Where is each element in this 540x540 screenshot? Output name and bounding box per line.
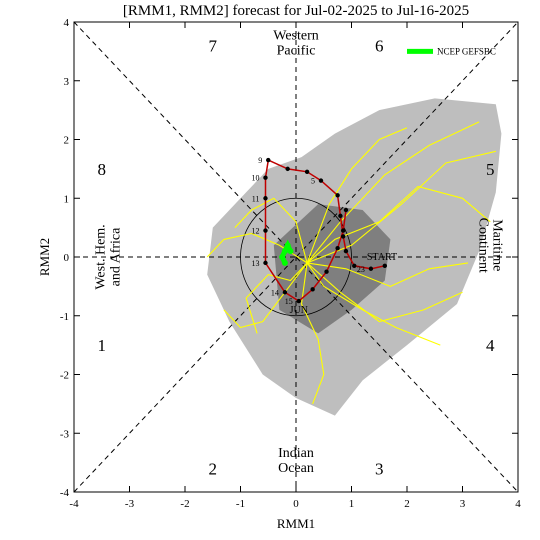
observed-track-point [352, 263, 357, 269]
observed-track-point [296, 298, 301, 304]
observed-track-point [340, 228, 346, 233]
observed-day-label: 10 [251, 174, 259, 183]
region-label-left-line2: and Africa [109, 227, 124, 286]
ensemble-member-12 [245, 262, 308, 334]
region-label-left-line1: West. Hem. [94, 224, 109, 289]
legend-label: NCEP GEFSBC [437, 46, 496, 56]
ensemble-mean-point [279, 254, 286, 260]
region-label-bottom-line1: Indian [278, 446, 314, 461]
ensemble-member-9 [306, 127, 408, 264]
observed-track-point [318, 178, 324, 183]
ensemble-member-11 [306, 262, 463, 323]
observed-track-point [340, 234, 346, 239]
ensemble-member-5 [300, 262, 325, 405]
observed-track-point [338, 213, 343, 219]
observed-day-label: 14 [271, 288, 279, 297]
region-label-top-line2: Pacific [277, 44, 316, 59]
observed-day-label: 23 [357, 265, 365, 274]
observed-day-label: 15 [285, 297, 293, 306]
observed-track-point [263, 260, 268, 266]
observed-track-point [304, 169, 310, 175]
y-tick-label: 0 [64, 252, 70, 264]
ensemble-member-1 [306, 121, 480, 264]
y-tick-label: -1 [60, 311, 69, 323]
observed-day-label: 13 [251, 259, 259, 268]
observed-track-point [343, 207, 349, 213]
chart-title: [RMM1, RMM2] forecast for Jul-02-2025 to… [123, 3, 469, 19]
inner-spread-area [273, 204, 391, 334]
observed-track-point [285, 166, 290, 172]
y-tick-label: 4 [64, 17, 70, 29]
y-tick-label: -2 [60, 370, 69, 382]
observed-track-point [335, 245, 340, 251]
x-tick-label: -3 [125, 498, 135, 510]
observed-track-point [343, 248, 349, 254]
observed-track-point [310, 287, 315, 292]
observed-day-label: 12 [251, 227, 259, 236]
observed-track-line [264, 159, 385, 303]
x-tick-label: -4 [69, 498, 79, 510]
y-tick-label: 1 [64, 193, 70, 205]
start-label: START [367, 252, 397, 263]
ensemble-mean-point [281, 248, 288, 255]
ensemble-mean-point [284, 242, 291, 249]
observed-track-point [263, 175, 268, 180]
observed-track-point [382, 263, 387, 269]
observed-track-point [282, 290, 288, 295]
phase-number-8: 8 [98, 160, 107, 179]
x-tick-label: 1 [349, 498, 355, 510]
y-tick-label: 2 [64, 135, 70, 147]
region-label-bottom-line2: Ocean [278, 461, 314, 476]
month-label: JUN [290, 305, 308, 316]
x-axis-label: RMM1 [277, 516, 315, 531]
region-label-right-line1: Maritime [489, 219, 504, 271]
observed-track-point [263, 196, 268, 201]
phase-number-3: 3 [375, 460, 384, 479]
observed-day-label: 5 [311, 177, 315, 186]
phase-number-4: 4 [486, 336, 495, 355]
observed-day-label: 9 [258, 156, 262, 165]
ensemble-member-4 [306, 262, 441, 346]
x-tick-label: 2 [404, 498, 410, 510]
observed-track-point [266, 157, 271, 163]
ensemble-member-2 [306, 185, 491, 264]
region-label-right-line2: Continent [475, 218, 490, 273]
observed-track-point [368, 266, 374, 271]
x-tick-label: 0 [293, 498, 299, 510]
phase-number-7: 7 [209, 37, 218, 56]
phase-number-6: 6 [375, 37, 384, 56]
y-tick-label: -4 [60, 487, 70, 499]
x-tick-label: -1 [236, 498, 245, 510]
y-tick-label: -3 [60, 428, 70, 440]
x-tick-label: -2 [180, 498, 189, 510]
observed-track-point [324, 269, 329, 274]
ensemble-member-8 [234, 197, 308, 264]
region-label-top-line1: Western [273, 29, 319, 44]
phase-number-1: 1 [98, 336, 107, 355]
ensemble-member-3 [307, 262, 469, 287]
ensemble-mean-point [287, 248, 294, 255]
observed-day-label: 11 [252, 194, 260, 203]
observed-track-point [335, 193, 340, 198]
ensemble-mean-point [281, 259, 288, 266]
y-tick-label: 3 [64, 76, 70, 88]
amplitude-circle [240, 197, 352, 317]
x-tick-label: 4 [515, 498, 521, 510]
phase-number-5: 5 [486, 160, 495, 179]
y-axis-label: RMM2 [37, 238, 52, 276]
ensemble-member-6 [223, 262, 308, 329]
observed-track-point [263, 228, 268, 233]
x-tick-label: 3 [460, 498, 466, 510]
phase-number-2: 2 [209, 460, 218, 479]
